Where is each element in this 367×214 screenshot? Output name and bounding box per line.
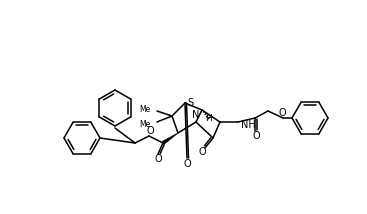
Text: O: O — [146, 126, 154, 136]
Text: N: N — [192, 110, 200, 120]
Text: H: H — [205, 113, 211, 122]
Text: Me: Me — [140, 104, 151, 113]
Text: O: O — [154, 154, 162, 164]
Text: O: O — [183, 159, 191, 169]
Text: O: O — [278, 108, 286, 118]
Text: Me: Me — [140, 119, 151, 128]
Text: S: S — [187, 98, 193, 108]
Polygon shape — [162, 133, 178, 144]
Text: O: O — [198, 147, 206, 157]
Text: NH: NH — [241, 120, 256, 130]
Text: O: O — [252, 131, 260, 141]
